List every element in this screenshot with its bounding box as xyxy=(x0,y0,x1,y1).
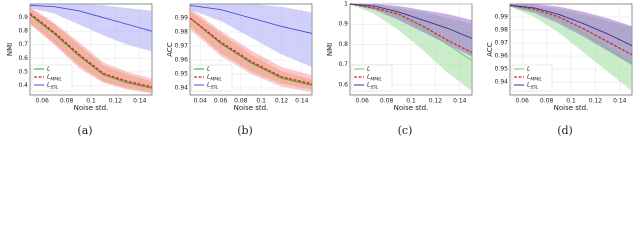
y-tick-label: 0.98 xyxy=(495,27,509,34)
y-axis-label: ACC xyxy=(486,42,494,57)
x-tick-label: 0.12 xyxy=(429,98,443,105)
y-tick-label: 0.94 xyxy=(175,85,189,92)
legend-label: L xyxy=(47,66,50,73)
x-tick-label: 0.14 xyxy=(613,98,627,105)
error-band xyxy=(190,4,312,67)
line xyxy=(509,4,633,65)
x-axis-label: Noise std. xyxy=(394,104,429,112)
y-tick-label: 1 xyxy=(344,1,348,8)
line xyxy=(189,17,313,86)
legend-label: LMMIL xyxy=(207,74,222,83)
x-tick-label: 0.12 xyxy=(275,98,289,105)
error-band xyxy=(190,8,312,93)
line xyxy=(349,3,473,54)
x-tick-label: 0.1 xyxy=(406,98,416,105)
y-axis-label: NMI xyxy=(6,43,14,56)
line xyxy=(509,4,633,56)
y-tick-label: 0.95 xyxy=(175,71,189,78)
x-tick-label: 0.1 xyxy=(86,98,96,105)
error-band xyxy=(30,6,152,94)
y-tick-label: 0.96 xyxy=(175,57,189,64)
legend-label: LMMIL xyxy=(47,74,62,83)
y-tick-label: 0.4 xyxy=(18,82,28,89)
y-tick-label: 0.6 xyxy=(338,81,348,88)
legend-label: LMMIL xyxy=(367,74,382,83)
x-axis-label: Noise std. xyxy=(554,104,589,112)
y-tick-label: 0.97 xyxy=(175,43,189,50)
x-tick-label: 0.06 xyxy=(214,98,228,105)
x-tick-label: 0.08 xyxy=(380,98,394,105)
x-tick-label: 0.1 xyxy=(256,98,266,105)
y-axis-label: NMI xyxy=(326,43,334,56)
line xyxy=(189,17,313,85)
x-tick-label: 0.06 xyxy=(516,98,530,105)
legend-label: LMMIL xyxy=(527,74,542,83)
legend-label: L xyxy=(527,66,530,73)
x-tick-label: 0.1 xyxy=(566,98,576,105)
error-band xyxy=(30,4,152,52)
error-band xyxy=(350,4,472,57)
legend-label: L xyxy=(207,66,210,73)
figure: 0.40.50.60.70.80.90.06 0.08 0.1 0.12 0.14LLM… xyxy=(6,1,633,137)
x-tick-label: 0.14 xyxy=(295,98,309,105)
legend-label: LSSL xyxy=(47,82,59,91)
y-tick-label: 0.98 xyxy=(175,29,189,36)
y-tick-label: 0.9 xyxy=(338,21,348,28)
line xyxy=(509,4,633,47)
x-tick-label: 0.08 xyxy=(540,98,554,105)
panel-caption: (c) xyxy=(398,124,413,137)
y-tick-label: 0.94 xyxy=(495,79,509,86)
y-tick-label: 0.6 xyxy=(18,55,28,62)
y-tick-label: 0.97 xyxy=(495,40,509,47)
x-tick-label: 0.06 xyxy=(36,98,50,105)
line xyxy=(29,14,153,89)
line xyxy=(349,3,473,39)
y-axis-label: ACC xyxy=(166,42,174,57)
legend-label: LSSL xyxy=(527,82,539,91)
x-axis-label: Noise std. xyxy=(234,104,269,112)
y-tick-label: 0.7 xyxy=(338,61,348,68)
x-tick-label: 0.04 xyxy=(193,98,207,105)
legend-label: LSSL xyxy=(207,82,219,91)
y-tick-label: 0.99 xyxy=(495,14,509,21)
x-tick-label: 0.14 xyxy=(133,98,147,105)
panel-caption: (d) xyxy=(557,124,573,137)
x-tick-label: 0.12 xyxy=(109,98,123,105)
y-tick-label: 0.9 xyxy=(18,14,28,21)
y-tick-label: 0.8 xyxy=(338,41,348,48)
x-tick-label: 0.12 xyxy=(589,98,603,105)
y-tick-label: 0.99 xyxy=(175,15,189,22)
y-tick-label: 0.96 xyxy=(495,53,509,60)
legend-label: LSSL xyxy=(367,82,379,91)
panel-caption: (a) xyxy=(77,124,92,137)
error-band xyxy=(510,4,632,66)
y-tick-label: 0.5 xyxy=(18,68,28,75)
line xyxy=(29,4,153,32)
y-tick-label: 0.95 xyxy=(495,66,509,73)
panel-caption: (b) xyxy=(237,124,253,137)
x-axis-label: Noise std. xyxy=(74,104,109,112)
legend-label: L xyxy=(367,66,370,73)
x-tick-label: 0.08 xyxy=(60,98,74,105)
x-tick-label: 0.08 xyxy=(234,98,248,105)
y-tick-label: 0.7 xyxy=(18,41,28,48)
x-tick-label: 0.06 xyxy=(356,98,370,105)
x-tick-label: 0.14 xyxy=(453,98,467,105)
y-tick-label: 0.8 xyxy=(18,28,28,35)
line xyxy=(29,12,153,88)
line xyxy=(189,4,313,34)
